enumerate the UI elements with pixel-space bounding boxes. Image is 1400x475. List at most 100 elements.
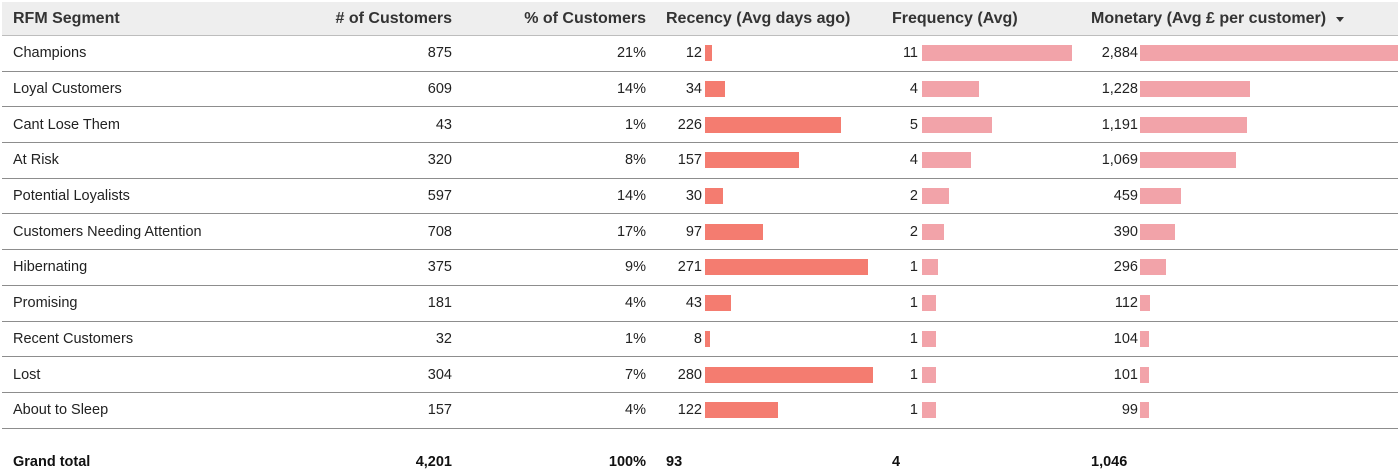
monetary-bar	[1140, 223, 1175, 240]
monetary-bar	[1140, 116, 1247, 133]
monetary-value: 1,228	[1101, 81, 1138, 98]
monetary-value: 104	[1113, 330, 1138, 347]
frequency-value: 2	[909, 223, 918, 240]
table-row[interactable]: Hibernating 375 9% 271 1 296	[2, 250, 1398, 286]
monetary-bar	[1140, 366, 1149, 383]
recency-value: 34	[685, 81, 702, 98]
recency-value: 43	[685, 295, 702, 312]
table-row[interactable]: Recent Customers 32 1% 8 1 104	[2, 322, 1398, 358]
frequency-value: 11	[902, 45, 918, 62]
monetary-value: 390	[1113, 223, 1138, 240]
frequency-bar	[922, 188, 949, 205]
grand-total-label: Grand total	[13, 453, 91, 470]
header-frequency[interactable]: Frequency (Avg)	[892, 9, 1018, 27]
table-row[interactable]: Potential Loyalists 597 14% 30 2 459	[2, 179, 1398, 215]
segment-name: Loyal Customers	[13, 81, 122, 98]
table-row[interactable]: Champions 875 21% 12 11 2,884	[2, 36, 1398, 72]
monetary-value: 101	[1113, 366, 1138, 383]
monetary-bar	[1140, 259, 1166, 276]
monetary-value: 1,069	[1101, 152, 1138, 169]
header-monetary[interactable]: Monetary (Avg £ per customer)	[1091, 2, 1345, 35]
segment-name: At Risk	[13, 152, 59, 169]
recency-value: 280	[677, 366, 702, 383]
frequency-bar	[922, 366, 936, 383]
table-row[interactable]: Lost 304 7% 280 1 101	[2, 357, 1398, 393]
frequency-bar	[922, 402, 936, 419]
segment-name: Promising	[13, 295, 78, 312]
customers-count: 375	[427, 259, 452, 276]
customers-pct: 21%	[616, 45, 646, 62]
monetary-value: 459	[1113, 188, 1138, 205]
table-row[interactable]: Customers Needing Attention 708 17% 97 2 390	[2, 214, 1398, 251]
monetary-value: 296	[1113, 259, 1138, 276]
customers-pct: 4%	[625, 402, 646, 419]
recency-bar	[705, 45, 712, 62]
recency-bar	[705, 259, 868, 276]
recency-value: 122	[677, 402, 702, 419]
frequency-bar	[922, 295, 936, 312]
customers-pct: 7%	[625, 366, 646, 383]
customers-pct: 14%	[616, 188, 646, 205]
recency-bar	[705, 223, 763, 240]
segment-name: Customers Needing Attention	[13, 223, 202, 240]
header-rfm-segment[interactable]: RFM Segment	[13, 9, 120, 27]
frequency-value: 1	[909, 402, 918, 419]
segment-name: Cant Lose Them	[13, 116, 120, 133]
monetary-bar	[1140, 81, 1250, 98]
sort-descending-icon[interactable]	[1336, 16, 1345, 22]
grand-total-frequency: 4	[892, 453, 901, 470]
grand-total-pct: 100%	[608, 453, 646, 470]
customers-pct: 8%	[625, 152, 646, 169]
customers-count: 875	[427, 45, 452, 62]
frequency-bar	[922, 330, 936, 347]
frequency-bar	[922, 259, 938, 276]
header-customers[interactable]: # of Customers	[335, 9, 452, 27]
frequency-value: 4	[909, 81, 918, 98]
monetary-bar	[1140, 402, 1149, 419]
recency-value: 8	[693, 330, 702, 347]
recency-bar	[705, 116, 841, 133]
recency-bar	[705, 81, 725, 98]
frequency-value: 1	[909, 259, 918, 276]
customers-count: 597	[427, 188, 452, 205]
grand-total-row: Grand total 4,201 100% 93 4 1,046	[2, 429, 1398, 475]
customers-pct: 4%	[625, 295, 646, 312]
monetary-value: 1,191	[1101, 116, 1138, 133]
customers-pct: 1%	[625, 116, 646, 133]
customers-count: 32	[435, 330, 452, 347]
recency-bar	[705, 402, 778, 419]
recency-bar	[705, 366, 873, 383]
segment-name: Hibernating	[13, 259, 88, 276]
recency-bar	[705, 330, 710, 347]
table-row[interactable]: Loyal Customers 609 14% 34 4 1,228	[2, 72, 1398, 108]
recency-bar	[705, 295, 731, 312]
customers-pct: 14%	[616, 81, 646, 98]
monetary-bar	[1140, 188, 1181, 205]
customers-count: 320	[427, 152, 452, 169]
frequency-value: 4	[909, 152, 918, 169]
segment-name: Lost	[13, 366, 41, 383]
customers-count: 43	[435, 116, 452, 133]
header-recency[interactable]: Recency (Avg days ago)	[666, 9, 851, 27]
table-header-row: RFM Segment # of Customers % of Customer…	[2, 2, 1398, 36]
table-row[interactable]: Promising 181 4% 43 1 112	[2, 286, 1398, 322]
customers-count: 181	[427, 295, 452, 312]
customers-count: 304	[427, 366, 452, 383]
recency-value: 12	[685, 45, 702, 62]
grand-total-monetary: 1,046	[1091, 453, 1128, 470]
frequency-value: 1	[909, 295, 918, 312]
frequency-bar	[922, 116, 992, 133]
header-pct-customers[interactable]: % of Customers	[524, 9, 646, 27]
recency-value: 97	[685, 223, 702, 240]
table-row[interactable]: Cant Lose Them 43 1% 226 5 1,191	[2, 107, 1398, 144]
table-row[interactable]: About to Sleep 157 4% 122 1 99	[2, 393, 1398, 429]
frequency-value: 1	[909, 366, 918, 383]
monetary-bar	[1140, 330, 1149, 347]
customers-pct: 17%	[616, 223, 646, 240]
segment-name: About to Sleep	[13, 402, 109, 419]
table-row[interactable]: At Risk 320 8% 157 4 1,069	[2, 143, 1398, 179]
table-body: Champions 875 21% 12 11 2,884 Loyal Customers 6…	[2, 36, 1398, 429]
frequency-value: 1	[909, 330, 918, 347]
frequency-bar	[922, 152, 971, 169]
